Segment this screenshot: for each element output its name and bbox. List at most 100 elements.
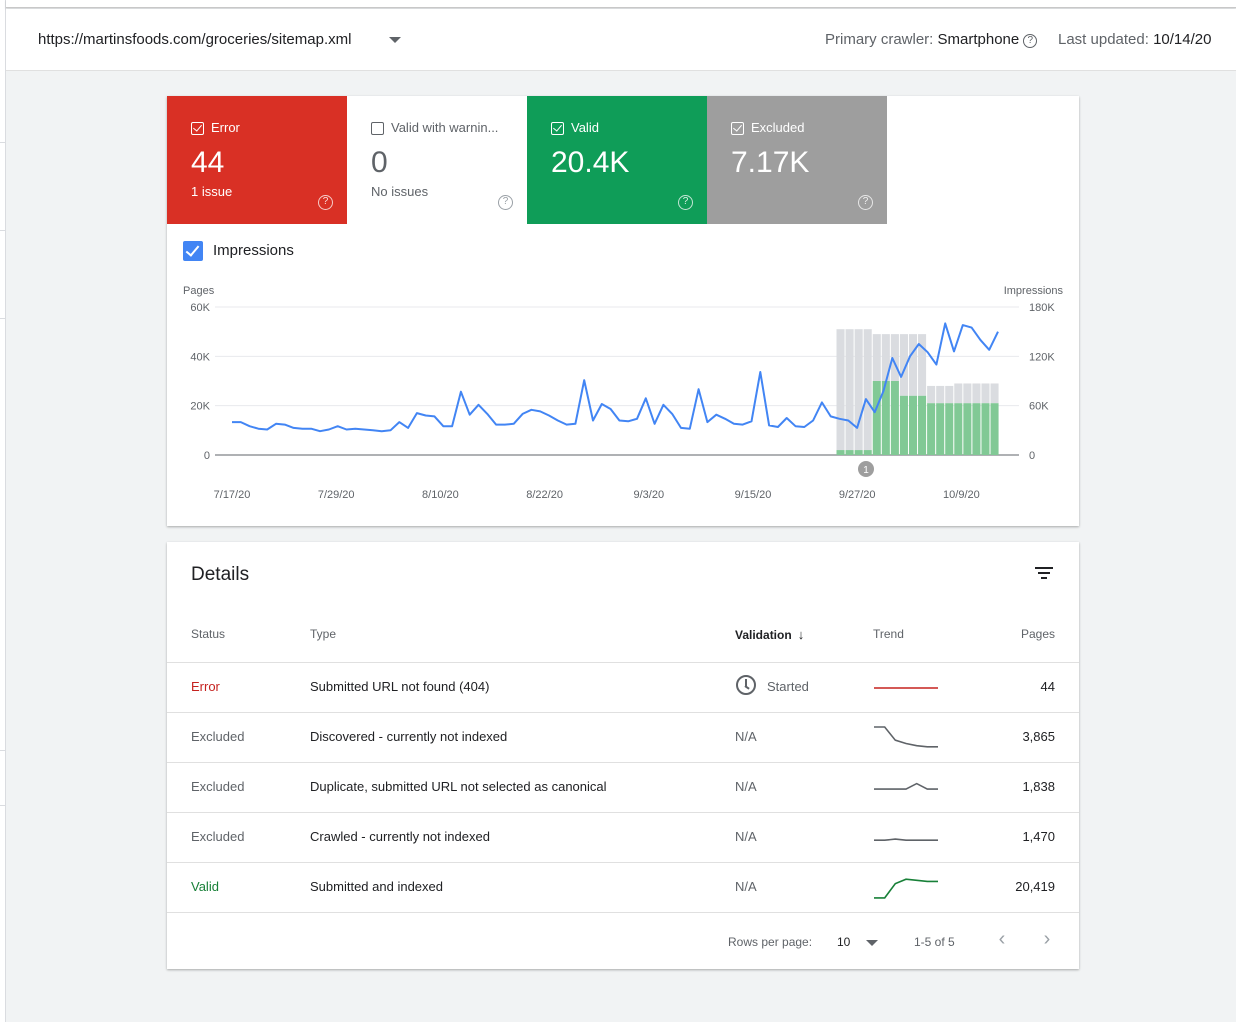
bar-valid[interactable] <box>927 403 936 455</box>
column-header-trend[interactable]: Trend <box>873 627 904 641</box>
bar-excluded[interactable] <box>945 385 954 404</box>
checkbox-unchecked-icon[interactable] <box>371 122 384 135</box>
bar-excluded[interactable] <box>872 334 881 381</box>
chevron-down-icon[interactable] <box>866 940 878 946</box>
details-card: Details Status Type Validation ↓ Trend Pa… <box>167 542 1079 969</box>
bar-valid[interactable] <box>881 381 890 455</box>
filter-icon[interactable] <box>1033 562 1057 586</box>
sparkline-path <box>874 782 938 790</box>
bar-excluded[interactable] <box>918 334 927 396</box>
tile-valid-with-warnings[interactable]: Valid with warnin... 0 No issues ? <box>347 96 527 224</box>
row-trend-sparkline <box>874 726 938 748</box>
bar-excluded[interactable] <box>927 385 936 404</box>
bar-valid[interactable] <box>918 395 927 455</box>
bar-valid[interactable] <box>899 395 908 455</box>
row-type: Submitted URL not found (404) <box>310 679 490 694</box>
bar-valid[interactable] <box>945 403 954 455</box>
column-header-pages[interactable]: Pages <box>1020 627 1055 641</box>
bar-excluded[interactable] <box>954 383 963 404</box>
column-header-validation[interactable]: Validation ↓ <box>735 627 804 642</box>
bar-excluded[interactable] <box>899 334 908 396</box>
arrow-down-icon[interactable]: ↓ <box>797 627 805 642</box>
checkbox-checked-icon[interactable] <box>191 122 204 135</box>
bar-excluded[interactable] <box>845 329 854 451</box>
table-row[interactable]: Excluded Crawled - currently not indexed N… <box>167 812 1079 862</box>
bar-excluded[interactable] <box>936 385 945 404</box>
bar-valid[interactable] <box>936 403 945 455</box>
bar-excluded[interactable] <box>854 329 863 451</box>
bar-valid[interactable] <box>845 450 854 455</box>
sitemap-selector-value[interactable]: https://martinsfoods.com/groceries/sitem… <box>38 31 352 48</box>
bar-excluded[interactable] <box>990 383 999 404</box>
bar-valid[interactable] <box>854 450 863 455</box>
bar-valid[interactable] <box>863 450 872 455</box>
row-validation: N/A <box>735 879 757 894</box>
left-tick-label: 60K <box>190 302 210 314</box>
left-axis-label: Pages <box>183 285 215 297</box>
bar-excluded[interactable] <box>836 329 845 451</box>
help-icon[interactable]: ? <box>498 195 513 210</box>
row-status: Excluded <box>191 829 245 844</box>
bar-excluded[interactable] <box>908 334 918 396</box>
impressions-label[interactable]: Impressions <box>213 242 294 259</box>
checkbox-checked-icon[interactable] <box>731 122 744 135</box>
coverage-card: Error 44 1 issue ? Valid with warnin... … <box>167 96 1079 526</box>
tile-excluded[interactable]: Excluded 7.17K ? <box>707 96 887 224</box>
issue-annotation[interactable]: 1 <box>858 461 874 477</box>
clock-icon <box>736 675 756 695</box>
x-tick-label: 9/15/20 <box>735 489 772 501</box>
x-tick-label: 8/10/20 <box>422 489 459 501</box>
bar-excluded[interactable] <box>863 329 872 451</box>
bar-valid[interactable] <box>972 403 981 455</box>
annotation-marker[interactable] <box>858 461 874 477</box>
table-row[interactable]: Valid Submitted and indexed N/A 20,419 <box>167 862 1079 912</box>
tile-subtext: No issues <box>371 184 429 199</box>
help-icon[interactable]: ? <box>1023 34 1038 48</box>
bar-valid[interactable] <box>908 395 918 455</box>
row-pages: 3,865 <box>1022 729 1055 744</box>
row-status: Error <box>191 679 220 694</box>
next-page-button[interactable]: › <box>1043 928 1051 950</box>
chevron-down-icon[interactable] <box>389 37 401 43</box>
right-tick-label: 180K <box>1029 302 1055 314</box>
bar-valid[interactable] <box>981 403 990 455</box>
bar-excluded[interactable] <box>881 334 890 381</box>
table-row[interactable]: Error Submitted URL not found (404) Starte… <box>167 662 1079 712</box>
x-tick-label: 10/9/20 <box>943 489 980 501</box>
right-tick-label: 0 <box>1029 450 1035 462</box>
bar-valid[interactable] <box>836 450 845 455</box>
tile-error[interactable]: Error 44 1 issue ? <box>167 96 347 224</box>
updated-label: Last updated: <box>1058 31 1154 48</box>
sparkline-path <box>874 878 938 899</box>
left-tick-label: 40K <box>190 351 210 363</box>
impressions-checkbox[interactable] <box>183 241 203 261</box>
updated-value: 10/14/20 <box>1153 31 1212 48</box>
rail-divider <box>0 750 6 751</box>
help-icon[interactable]: ? <box>858 195 873 210</box>
bar-excluded[interactable] <box>981 383 990 404</box>
bar-valid[interactable] <box>963 403 972 455</box>
tile-valid[interactable]: Valid 20.4K ? <box>527 96 707 224</box>
pagination-range: 1-5 of 5 <box>914 935 955 949</box>
table-row[interactable]: Excluded Discovered - currently not index… <box>167 712 1079 762</box>
table-row[interactable]: Excluded Duplicate, submitted URL not sel… <box>167 762 1079 812</box>
bar-valid[interactable] <box>890 381 899 455</box>
previous-page-button[interactable]: ‹ <box>998 928 1006 950</box>
x-tick-label: 7/17/20 <box>214 489 251 501</box>
bar-excluded[interactable] <box>972 383 981 404</box>
rows-per-page-select[interactable]: 10 <box>837 935 851 949</box>
bar-excluded[interactable] <box>890 334 899 381</box>
rail-divider <box>0 318 6 319</box>
column-header-type[interactable]: Type <box>310 627 337 641</box>
checkbox-checked-icon[interactable] <box>551 122 564 135</box>
bar-excluded[interactable] <box>963 383 972 404</box>
help-icon[interactable]: ? <box>678 195 693 210</box>
bar-valid[interactable] <box>990 403 999 455</box>
bar-valid[interactable] <box>954 403 963 455</box>
bar-valid[interactable] <box>872 381 881 455</box>
tile-subtext: 1 issue <box>191 184 233 199</box>
column-header-status[interactable]: Status <box>191 627 226 641</box>
table-footer-divider <box>167 912 1079 913</box>
help-icon[interactable]: ? <box>318 195 333 210</box>
x-tick-label: 9/27/20 <box>839 489 876 501</box>
